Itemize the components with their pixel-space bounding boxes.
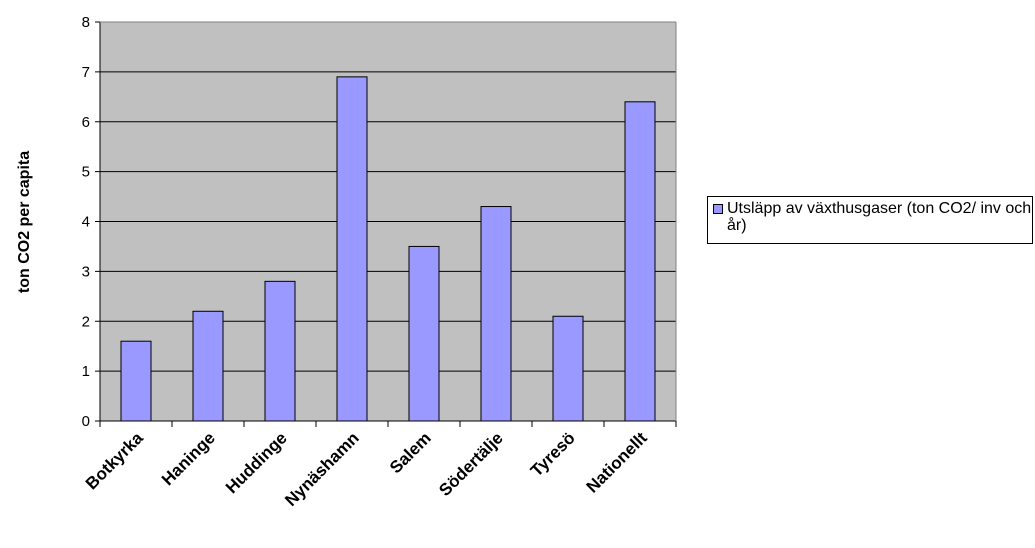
bar-tyresö	[552, 315, 584, 422]
y-tick-labels: 0 1 2 3 4 5 6 7 8	[82, 14, 90, 430]
legend-swatch	[713, 204, 723, 214]
x-tick-label: Botkyrka	[82, 428, 147, 493]
legend-label: Utsläpp av växthusgaser (ton CO2/ inv oc…	[727, 200, 1032, 234]
bar-nationellt	[624, 101, 656, 422]
bar-huddinge	[264, 280, 296, 422]
x-tick-label: Salem	[386, 428, 435, 477]
bars	[120, 76, 656, 422]
y-tick-label: 7	[82, 64, 90, 81]
y-tick-label: 4	[82, 214, 90, 231]
x-tick-label: Huddinge	[222, 428, 291, 497]
y-tick-label: 3	[82, 263, 90, 280]
y-tick-label: 8	[82, 14, 90, 31]
y-tick-label: 2	[82, 313, 90, 330]
y-tick-label: 6	[82, 114, 90, 131]
y-tick-label: 1	[82, 363, 90, 380]
y-tick-label: 5	[82, 164, 90, 181]
x-tick-label: Haninge	[158, 428, 219, 489]
bar-salem	[408, 245, 440, 422]
x-tick-label: Tyresö	[527, 428, 579, 480]
bar-nynäshamn	[336, 76, 368, 422]
legend: Utsläpp av växthusgaser (ton CO2/ inv oc…	[707, 196, 1033, 244]
axes	[95, 21, 677, 427]
y-tick-label: 0	[82, 413, 90, 430]
x-tick-label: Nationellt	[583, 428, 651, 496]
x-tick-label: Södertälje	[435, 428, 507, 500]
bar-södertälje	[480, 206, 512, 422]
y-axis-title: ton CO2 per capita	[16, 151, 33, 293]
bar-botkyrka	[120, 340, 152, 422]
x-tick-label: Nynäshamn	[281, 428, 363, 510]
bar-haninge	[192, 310, 224, 422]
